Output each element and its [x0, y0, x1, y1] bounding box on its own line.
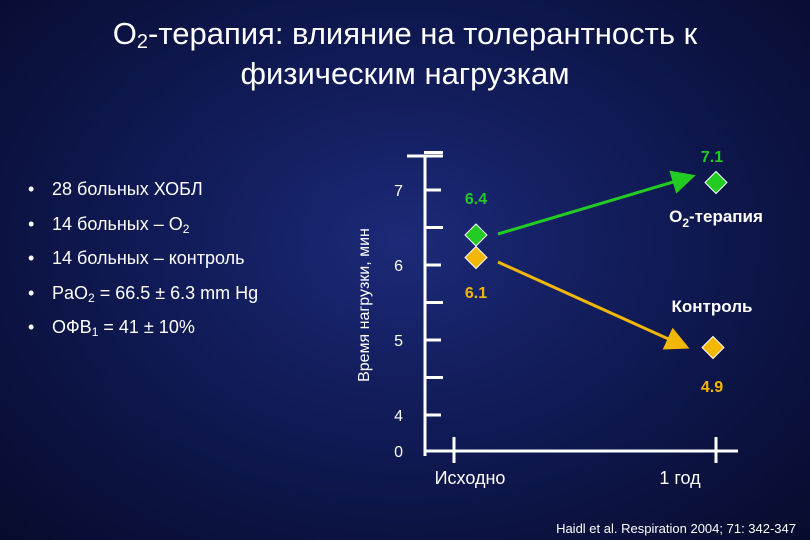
data-label: 6.1 [465, 285, 487, 302]
data-point-marker [701, 335, 725, 360]
series-name-subscript: 2 [682, 216, 689, 230]
bullet-dot: • [28, 248, 35, 268]
bullet-text: 14 больных – контроль [52, 248, 245, 268]
data-point-marker [704, 170, 728, 195]
slide-title: O2-терапия: влияние на толерантность к ф… [0, 14, 810, 94]
data-point-marker [464, 223, 488, 247]
bullet-dot: • [28, 179, 35, 199]
title-line-2: физическим нагрузкам [240, 56, 570, 91]
series-name-text: Контроль [672, 297, 753, 316]
series-group: 6.4 7.1 O2-терапия 6.1 4.9 Контроль [464, 149, 763, 396]
bullet-item: • 14 больных – контроль [28, 245, 258, 280]
bullet-text-suffix: = 66.5 ± 6.3 mm Hg [94, 282, 259, 303]
bullet-item: • 28 больных ХОБЛ [28, 176, 258, 211]
data-label: 4.9 [701, 379, 723, 396]
bullet-dot: • [28, 282, 35, 303]
bullet-dot: • [28, 317, 35, 337]
y-tick-label: 7 [394, 183, 403, 200]
series-name-text: O [669, 207, 682, 226]
bullet-item: • PaO2 = 66.5 ± 6.3 mm Hg [28, 280, 258, 315]
bullet-text: ОФВ [52, 317, 92, 337]
series-arrow [497, 260, 690, 350]
bullet-text-suffix: = 41 ± 10% [98, 317, 195, 337]
series-name-label: O2-терапия [669, 207, 763, 230]
bullet-text: 14 больных – O [52, 213, 183, 234]
series-name-label: Контроль [672, 297, 753, 316]
bullet-item: • 14 больных – O2 [28, 211, 258, 246]
data-point-marker [464, 245, 488, 270]
bullet-list: • 28 больных ХОБЛ • 14 больных – O2 • 14 боль… [28, 176, 258, 349]
axes: 7 6 5 4 0 Исходно 1 год [394, 151, 738, 488]
title-subscript: 2 [136, 31, 149, 53]
data-label: 6.4 [465, 191, 487, 208]
bullet-subscript: 2 [88, 290, 95, 305]
series-0: 6.4 7.1 O2-терапия [464, 149, 763, 247]
y-tick-label: 6 [394, 258, 403, 275]
title-rest-text: -терапия: влияние на толерантность к [148, 16, 698, 51]
y-tick-label: 4 [394, 408, 403, 425]
bullet-dot: • [28, 213, 35, 234]
bullet-text: PaO [52, 282, 89, 303]
bullet-text: 28 больных ХОБЛ [52, 179, 203, 199]
x-tick-label: Исходно [435, 468, 506, 488]
series-name-suffix: -терапия [689, 207, 763, 226]
bullet-item: • ОФВ1 = 41 ± 10% [28, 314, 258, 349]
title-line-1: O2-терапия: влияние на толерантность к [0, 14, 810, 54]
bullet-subscript: 1 [91, 325, 99, 339]
data-label: 7.1 [701, 149, 723, 166]
series-1: 6.1 4.9 Контроль [464, 245, 753, 396]
y-tick-label: 0 [394, 444, 403, 461]
bullet-subscript: 2 [182, 221, 190, 236]
citation: Haidl et al. Respiration 2004; 71: 342-3… [556, 521, 796, 536]
y-tick-label: 5 [394, 333, 403, 350]
title-o-text: O [112, 16, 137, 51]
series-arrow [497, 170, 696, 236]
x-tick-label: 1 год [659, 468, 701, 488]
